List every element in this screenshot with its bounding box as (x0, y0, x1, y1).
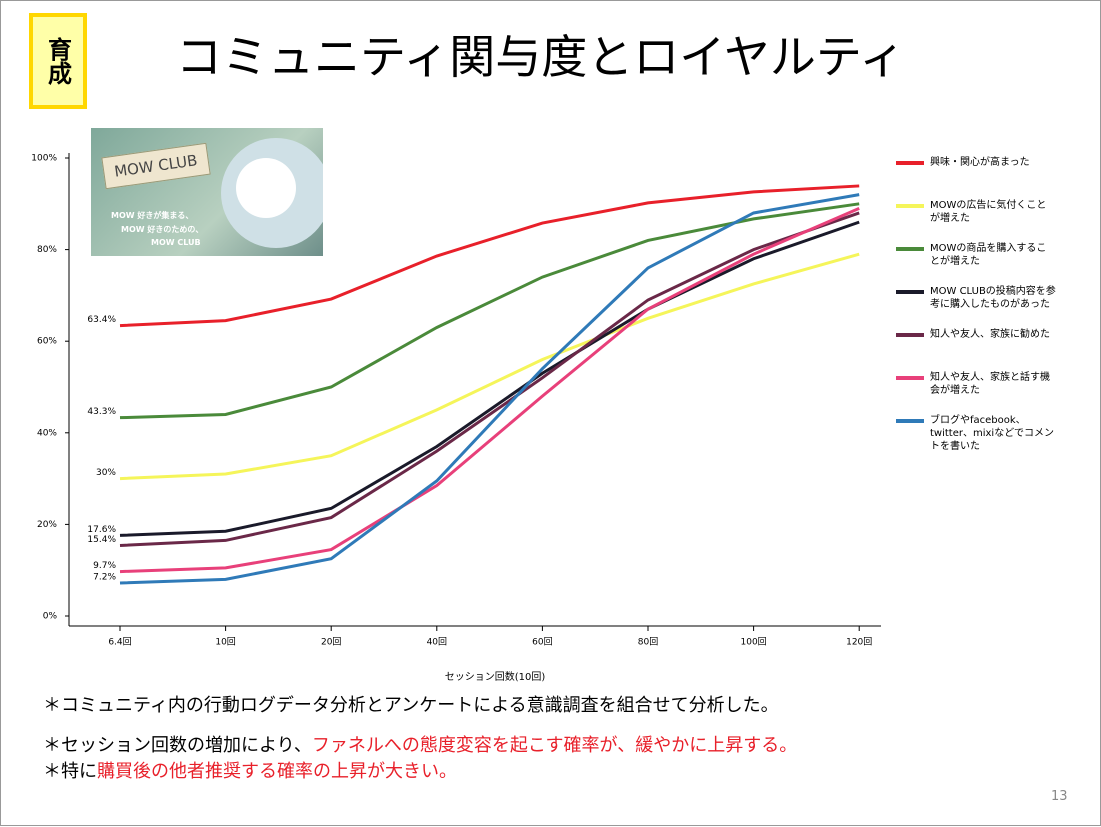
legend-swatch (896, 333, 924, 337)
tagline: MOW 好きのための、 (121, 225, 204, 234)
y-tick-label: 0% (43, 612, 58, 622)
photo: MOW CLUB MOW 好きが集まる、 MOW 好きのための、 MOW CLU… (91, 128, 323, 256)
legend: 興味・関心が高まった MOWの広告に気付くことが増えた MOWの商品を購入することが… (896, 156, 1056, 457)
legend-swatch (896, 204, 924, 208)
legend-label: MOWの広告に気付くことが増えた (930, 200, 1047, 224)
x-tick-label: 100回 (741, 637, 767, 648)
note-text: ファネルへの態度変容を起こす確率が、緩やかに上昇する。 (311, 735, 798, 756)
x-tick-label: 10回 (215, 637, 235, 648)
legend-swatch (896, 290, 924, 294)
series-line (119, 184, 860, 328)
ice-cream (236, 158, 296, 218)
value-label: 9.7% (93, 561, 116, 571)
legend-label: MOWの商品を購入することが増えた (930, 243, 1047, 267)
value-label: 7.2% (93, 573, 116, 583)
note-line: ＊特に購買後の他者推奨する確率の上昇が大きい。 (43, 757, 797, 783)
value-label: 17.6% (87, 525, 116, 535)
legend-label: 興味・関心が高まった (930, 157, 1030, 168)
x-tick-label: 60回 (532, 637, 552, 648)
legend-swatch (896, 419, 924, 423)
value-label: 15.4% (87, 535, 116, 545)
page-number: 13 (1051, 789, 1068, 804)
series-line (119, 211, 860, 547)
y-tick-label: 60% (37, 337, 57, 347)
series-line (119, 207, 860, 574)
value-label: 43.3% (87, 407, 116, 417)
series-line (119, 193, 860, 585)
y-tick-label: 40% (37, 428, 57, 438)
legend-swatch (896, 247, 924, 251)
legend-label: 知人や友人、家族と話す機会が増えた (930, 372, 1050, 396)
note-text: 購買後の他者推奨する確率の上昇が大きい。 (97, 761, 457, 782)
legend-label: MOW CLUBの投稿内容を参考に購入したものがあった (930, 286, 1056, 310)
legend-entry: MOWの広告に気付くことが増えた (896, 199, 1056, 242)
note-text: ＊特に (43, 761, 97, 782)
note-text: ＊セッション回数の増加により、 (43, 735, 312, 756)
series-line (119, 252, 860, 481)
value-label: 30% (96, 468, 116, 478)
series-line (119, 220, 860, 537)
note-text: ＊コミュニティ内の行動ログデータ分析とアンケートによる意識調査を組合せて分析した… (43, 695, 779, 716)
legend-entry: ブログやfacebook、twitter、mixiなどでコメントを書いた (896, 414, 1056, 457)
x-tick-label: 20回 (321, 637, 341, 648)
x-tick-label: 120回 (846, 637, 872, 648)
legend-swatch (896, 376, 924, 380)
legend-entry: MOWの商品を購入することが増えた (896, 242, 1056, 285)
x-tick-label: 40回 (427, 637, 447, 648)
legend-label: 知人や友人、家族に勧めた (930, 329, 1050, 340)
legend-entry: 知人や友人、家族に勧めた (896, 328, 1056, 371)
y-tick-label: 100% (31, 154, 57, 164)
notes: ＊コミュニティ内の行動ログデータ分析とアンケートによる意識調査を組合せて分析した… (43, 691, 797, 783)
slide-title: コミュニティ関与度とロイヤルティ (176, 30, 906, 84)
legend-label: ブログやfacebook、twitter、mixiなどでコメントを書いた (930, 415, 1054, 452)
badge: 育成 (29, 13, 87, 109)
legend-entry: 興味・関心が高まった (896, 156, 1056, 199)
y-tick-label: 80% (37, 245, 57, 255)
tagline: MOW 好きが集まる、 (111, 211, 194, 220)
y-tick-label: 20% (37, 520, 57, 530)
x-tick-label: 80回 (638, 637, 658, 648)
legend-entry: MOW CLUBの投稿内容を参考に購入したものがあった (896, 285, 1056, 328)
x-tick-label: 6.4回 (108, 637, 131, 648)
tagline: MOW CLUB (151, 238, 201, 247)
x-axis-title: セッション回数(10回) (445, 670, 546, 683)
note-line: ＊コミュニティ内の行動ログデータ分析とアンケートによる意識調査を組合せて分析した… (43, 691, 797, 717)
legend-entry: 知人や友人、家族と話す機会が増えた (896, 371, 1056, 414)
note-line: ＊セッション回数の増加により、ファネルへの態度変容を起こす確率が、緩やかに上昇す… (43, 731, 797, 757)
legend-swatch (896, 161, 924, 165)
value-label: 63.4% (87, 315, 116, 325)
